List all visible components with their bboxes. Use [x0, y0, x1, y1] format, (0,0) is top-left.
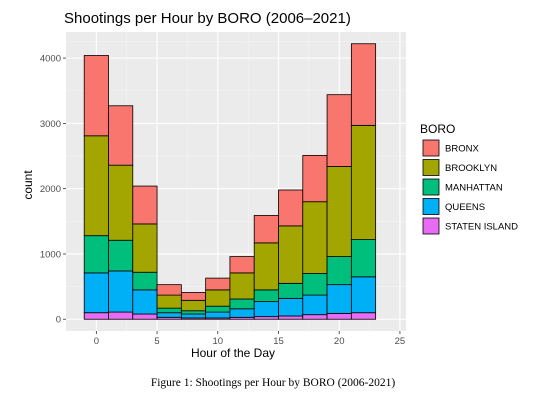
bar-segment-queens [253, 301, 279, 318]
y-axis-ticks: 0 1000 2000 3000 4000 [40, 54, 66, 326]
bar-segment-queens [350, 276, 377, 314]
y-tick-label: 4000 [40, 54, 61, 65]
bar-segment-brooklyn [180, 299, 207, 312]
x-tick-label: 5 [154, 336, 159, 347]
bar-segment-bronx [350, 43, 377, 126]
y-tick-label: 2000 [40, 184, 61, 195]
bar-segment-brooklyn [253, 242, 279, 291]
bar-segment-brooklyn [350, 124, 377, 241]
legend-key-manhattan [422, 178, 440, 196]
bar-segment-manhattan [278, 282, 304, 299]
bar-segment-bronx [83, 55, 109, 137]
chart-title: Shootings per Hour by BORO (2006–2021) [64, 10, 351, 27]
bar-segment-manhattan [229, 298, 255, 310]
x-axis-label: Hour of the Day [191, 346, 275, 360]
bar-segment-manhattan [205, 305, 231, 313]
bar-segment-manhattan [180, 310, 207, 315]
bar-segment-bronx [278, 189, 304, 227]
bar-segment-brooklyn [132, 223, 158, 273]
legend-key-brooklyn [422, 159, 440, 176]
x-tick-label: 20 [334, 336, 345, 347]
x-tick-label: 10 [212, 336, 223, 347]
bar-segment-queens [278, 297, 304, 317]
bar-segment-bronx [180, 292, 207, 301]
y-tick-label: 1000 [40, 249, 61, 260]
legend-title: BORO [420, 122, 455, 136]
bar-segment-manhattan [326, 256, 352, 286]
bar-segment-manhattan [132, 271, 158, 291]
bar-segment-brooklyn [205, 289, 231, 307]
bar-segment-staten-island [326, 312, 352, 320]
bar-segment-manhattan [253, 289, 279, 303]
bar-segment-bronx [156, 284, 182, 296]
bar-segment-staten-island [278, 315, 304, 320]
bar-segment-queens [83, 272, 109, 314]
legend-key-queens [422, 198, 440, 215]
legend-label: BROOKLYN [445, 163, 497, 174]
bar-segment-manhattan [350, 239, 377, 278]
legend-label: STATEN ISLAND [445, 222, 518, 233]
bar-segment-manhattan [108, 239, 134, 272]
bars-group [83, 43, 377, 320]
bar-segment-bronx [108, 105, 134, 166]
legend-key-bronx [422, 139, 440, 157]
bar-segment-brooklyn [302, 201, 328, 274]
bar-segment-queens [180, 313, 207, 319]
bar-segment-queens [302, 294, 328, 316]
bar-segment-brooklyn [229, 272, 255, 300]
bar-segment-bronx [253, 215, 279, 244]
bar-segment-queens [205, 311, 231, 319]
y-tick-label: 3000 [40, 119, 61, 130]
bar-segment-staten-island [108, 311, 134, 320]
bar-segment-bronx [205, 277, 231, 291]
legend-label: QUEENS [445, 202, 485, 213]
bar-segment-queens [326, 284, 352, 314]
stacked-histogram-chart: Shootings per Hour by BORO (2006–2021) 0… [21, 10, 518, 360]
legend-label: MANHATTAN [445, 183, 503, 194]
bar-segment-manhattan [83, 235, 109, 274]
legend-key-staten-island [422, 217, 440, 235]
bar-segment-bronx [132, 185, 158, 225]
bar-segment-queens [229, 308, 255, 318]
bar-segment-brooklyn [108, 164, 134, 241]
bar-segment-bronx [302, 154, 328, 203]
bar-segment-brooklyn [83, 135, 109, 237]
figure-caption: Figure 1: Shootings per Hour by BORO (20… [150, 377, 396, 389]
bar-segment-staten-island [132, 313, 158, 320]
y-tick-label: 0 [56, 315, 61, 326]
legend-label: BRONX [445, 144, 479, 155]
bar-segment-bronx [326, 94, 352, 167]
bar-segment-queens [156, 312, 182, 318]
bar-segment-queens [108, 270, 134, 313]
bar-segment-bronx [229, 256, 255, 274]
bar-segment-brooklyn [278, 225, 304, 284]
x-axis-ticks: 0 5 10 15 20 25 [94, 331, 406, 347]
y-axis-label: count [21, 170, 35, 200]
bar-segment-queens [132, 289, 158, 315]
bar-segment-manhattan [302, 273, 328, 296]
bar-segment-staten-island [83, 312, 109, 320]
bar-segment-staten-island [350, 312, 377, 320]
bar-segment-manhattan [156, 307, 182, 314]
bar-segment-brooklyn [156, 294, 182, 309]
bar-segment-brooklyn [326, 166, 352, 257]
x-tick-label: 25 [395, 336, 406, 347]
legend: BORO BRONX BROOKLYN MANHATTAN QUEENS STATEN … [420, 122, 518, 235]
bar-segment-staten-island [302, 314, 328, 320]
x-tick-label: 15 [273, 336, 284, 347]
x-tick-label: 0 [94, 336, 99, 347]
